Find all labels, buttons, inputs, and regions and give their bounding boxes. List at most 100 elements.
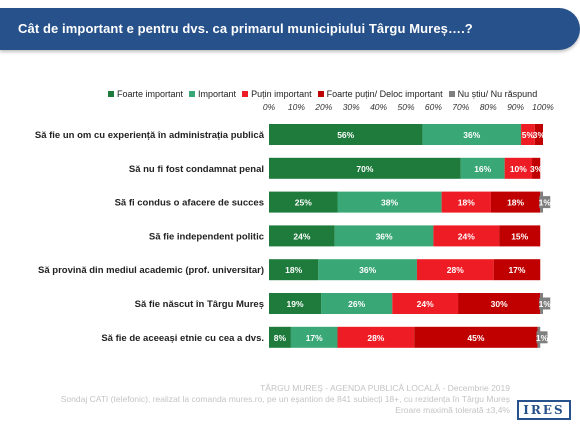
data-label-box <box>539 196 551 209</box>
legend-swatch <box>242 91 249 97</box>
legend-label: Foarte puțin/ Deloc important <box>326 89 443 99</box>
legend-swatch <box>317 91 324 97</box>
data-label: 17% <box>508 265 525 275</box>
category-label: Să fie un om cu experiență în administra… <box>35 130 265 141</box>
bar-segment <box>534 124 543 145</box>
bar-segment <box>458 293 541 314</box>
data-label: 1% <box>536 333 549 343</box>
ires-logo: IRES <box>517 400 571 420</box>
data-label: 10% <box>510 164 527 174</box>
data-label: 5% <box>522 130 535 140</box>
legend-label: Important <box>198 89 237 99</box>
data-label: 24% <box>417 299 434 309</box>
data-label: 70% <box>356 164 373 174</box>
x-tick-label: 90% <box>507 102 524 112</box>
data-label: 16% <box>474 164 491 174</box>
x-tick-label: 40% <box>370 102 387 112</box>
bar-segment <box>269 124 423 145</box>
data-label: 38% <box>381 198 398 208</box>
x-tick-label: 0% <box>263 102 276 112</box>
bar-segment <box>290 326 338 348</box>
data-label: 56% <box>337 130 354 140</box>
data-label-box <box>539 297 551 310</box>
bar-segment <box>337 191 442 213</box>
legend-item: Puțin important <box>242 89 312 99</box>
data-label: 24% <box>458 231 475 241</box>
legend-label: Nu știu/ Nu răspund <box>457 89 538 99</box>
bar-segment <box>269 225 335 247</box>
title-banner: Cât de important e pentru dvs. ca primar… <box>0 8 580 50</box>
category-label: Să fie de aceeași etnie cu cea a dvs. <box>101 333 264 344</box>
bar-segment <box>318 259 417 281</box>
bar-segment <box>337 326 415 348</box>
bar-segment <box>441 191 491 213</box>
data-label: 18% <box>285 265 302 275</box>
bar-segment <box>490 191 541 213</box>
bar-segment <box>269 326 291 348</box>
data-label: 28% <box>367 333 384 343</box>
x-tick-label: 30% <box>343 102 360 112</box>
data-label: 26% <box>348 299 365 309</box>
legend-label: Puțin important <box>251 89 312 99</box>
category-label: Să fi condus o afacere de succes <box>115 198 264 209</box>
data-label: 36% <box>463 130 480 140</box>
data-label: 3% <box>530 164 543 174</box>
page-title: Cât de important e pentru dvs. ca primar… <box>18 21 473 36</box>
chart-legend: Foarte important Important Puțin important… <box>108 87 543 101</box>
bar-segment <box>460 157 505 179</box>
data-label: 30% <box>491 299 508 309</box>
bar-segment <box>499 225 541 247</box>
data-label: 28% <box>447 265 464 275</box>
bar-segment <box>269 191 338 213</box>
bar-segment <box>269 293 322 314</box>
bar-segment <box>392 293 459 314</box>
legend-label: Foarte important <box>117 89 184 99</box>
bar-segment <box>269 157 461 179</box>
legend-swatch <box>448 91 455 97</box>
legend-item: Foarte important <box>108 89 183 99</box>
bar-segment <box>521 124 535 145</box>
category-label: Să fie născut în Târgu Mureș <box>135 299 264 310</box>
x-tick-label: 50% <box>397 102 414 112</box>
data-label: 8% <box>274 333 287 343</box>
bar-segment <box>321 293 393 314</box>
data-label: 36% <box>359 265 376 275</box>
x-tick-label: 10% <box>288 102 305 112</box>
legend-item: Nu știu/ Nu răspund <box>448 89 538 99</box>
data-label: 24% <box>293 231 310 241</box>
bar-segment <box>422 124 522 145</box>
category-label: Să nu fi fost condamnat penal <box>129 164 264 175</box>
bar-segment <box>532 157 541 179</box>
bar-segment <box>493 259 541 281</box>
bar-segment <box>269 259 319 281</box>
x-tick-label: 70% <box>452 102 469 112</box>
footer-margin-of-error: Eroare maximă tolerată ±3,4% <box>395 405 510 415</box>
footer-methodology: Sondaj CATI (telefonic), realizat la com… <box>60 394 510 404</box>
data-label: 1% <box>539 198 552 208</box>
data-label: 19% <box>287 299 304 309</box>
legend-swatch <box>108 91 114 97</box>
data-label: 3% <box>533 130 546 140</box>
legend-item: Important <box>189 89 236 99</box>
x-tick-label: 60% <box>425 102 442 112</box>
data-label: 18% <box>458 198 475 208</box>
bar-segment <box>334 225 434 247</box>
data-label: 36% <box>376 231 393 241</box>
data-label: 17% <box>306 333 323 343</box>
data-label: 25% <box>295 198 312 208</box>
footer-survey-title: TÂRGU MUREȘ - AGENDA PUBLICĂ LOCALĂ - De… <box>260 383 510 393</box>
data-label: 1% <box>539 299 552 309</box>
data-label: 15% <box>511 231 528 241</box>
legend-item: Foarte puțin/ Deloc important <box>317 89 443 99</box>
bar-segment <box>433 225 500 247</box>
legend-swatch <box>189 91 196 97</box>
category-label: Să provină din mediul academic (prof. un… <box>38 265 264 276</box>
category-label: Să fie independent politic <box>149 231 264 242</box>
data-label: 18% <box>507 198 524 208</box>
data-label-box <box>536 331 548 344</box>
bar-segment <box>504 157 533 179</box>
bar-segment <box>414 326 538 348</box>
x-tick-label: 20% <box>314 102 332 112</box>
data-label: 45% <box>467 333 484 343</box>
